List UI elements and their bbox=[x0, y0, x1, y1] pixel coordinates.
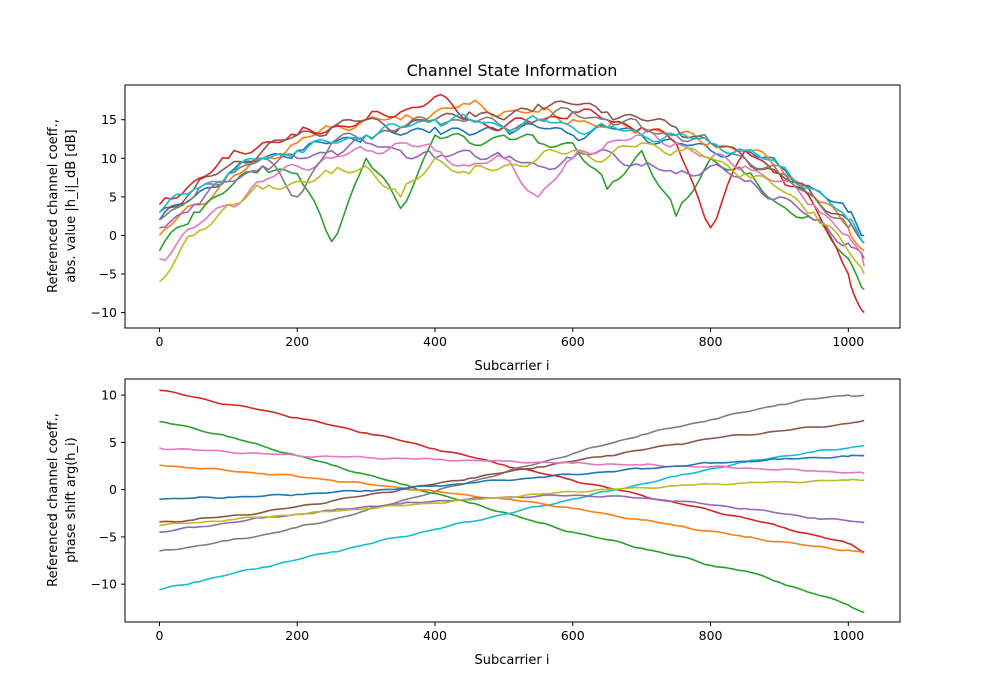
series-line-5 bbox=[159, 137, 865, 259]
y-tick-label: 10 bbox=[101, 151, 117, 166]
x-axis-label: Subcarrier i bbox=[474, 653, 549, 668]
y-tick-label: −5 bbox=[99, 267, 117, 282]
series-line-10 bbox=[158, 113, 865, 244]
y-tick-label: −10 bbox=[91, 305, 117, 320]
series-line-2 bbox=[159, 420, 865, 614]
series-line-3 bbox=[158, 132, 865, 291]
series-line-9 bbox=[159, 494, 865, 533]
plot-area-frame bbox=[124, 378, 901, 623]
y-tick-label: −5 bbox=[99, 529, 117, 544]
series-line-7 bbox=[159, 129, 865, 267]
y-tick-label: 10 bbox=[101, 388, 117, 403]
y-tick-label: 0 bbox=[109, 482, 117, 497]
chart-title: Channel State Information bbox=[407, 61, 618, 80]
x-tick-label: 400 bbox=[423, 628, 447, 643]
series-line-6 bbox=[159, 419, 865, 523]
y-tick-label: −10 bbox=[91, 577, 117, 592]
series-line-9 bbox=[158, 142, 865, 283]
x-tick-label: 200 bbox=[285, 334, 309, 349]
x-tick-label: 800 bbox=[699, 628, 723, 643]
x-tick-label: 400 bbox=[423, 334, 447, 349]
x-ticks: 0 200 400 600 800 1000 bbox=[155, 622, 864, 643]
chart-abs-value: Channel State Information 0 200 400 600 800 1… bbox=[46, 61, 901, 374]
x-tick-label: 200 bbox=[285, 628, 309, 643]
x-tick-label: 600 bbox=[561, 334, 585, 349]
series-line-8 bbox=[159, 454, 865, 500]
chart-phase-shift: 0 200 400 600 800 1000 −10 −5 0 5 10 Subcarrier i… bbox=[46, 378, 901, 668]
x-tick-label: 1000 bbox=[832, 334, 864, 349]
series-lines bbox=[159, 389, 865, 614]
x-ticks: 0 200 400 600 800 1000 bbox=[155, 328, 864, 349]
series-line-2 bbox=[158, 99, 865, 252]
y-axis-label-line2: phase shift arg(h_i) bbox=[64, 437, 79, 562]
plot-area-frame bbox=[124, 84, 901, 329]
y-axis-label-line1: Referenced channel coeff., bbox=[46, 413, 61, 587]
y-ticks: −10 −5 0 5 10 bbox=[91, 388, 125, 592]
y-tick-label: 0 bbox=[109, 228, 117, 243]
series-lines bbox=[158, 93, 865, 314]
series-line-3 bbox=[159, 444, 865, 591]
x-tick-label: 1000 bbox=[832, 628, 864, 643]
x-axis-label: Subcarrier i bbox=[474, 359, 549, 374]
y-axis-label-line1: Referenced channel coeff., bbox=[46, 119, 61, 293]
series-line-5 bbox=[159, 464, 865, 554]
series-line-4 bbox=[158, 93, 865, 314]
y-tick-label: 5 bbox=[109, 189, 117, 204]
x-tick-label: 0 bbox=[155, 334, 163, 349]
x-tick-label: 800 bbox=[699, 334, 723, 349]
x-tick-label: 600 bbox=[561, 628, 585, 643]
y-ticks: −10 −5 0 5 10 15 bbox=[91, 112, 125, 320]
x-tick-label: 0 bbox=[155, 628, 163, 643]
y-tick-label: 15 bbox=[101, 112, 117, 127]
series-line-7 bbox=[159, 447, 865, 475]
y-axis-label-line2: abs. value |h_i|_dB [dB] bbox=[64, 129, 79, 282]
series-line-4 bbox=[159, 394, 865, 552]
y-tick-label: 5 bbox=[109, 435, 117, 450]
series-line-10 bbox=[159, 478, 865, 527]
